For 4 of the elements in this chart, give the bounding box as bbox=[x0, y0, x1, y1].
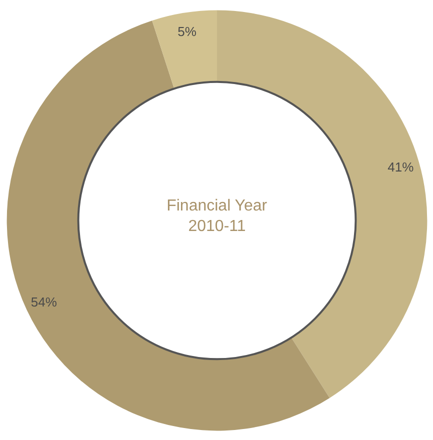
data-label: 5% bbox=[178, 24, 197, 40]
data-label: 54% bbox=[30, 294, 58, 310]
data-label: 41% bbox=[388, 160, 414, 175]
text: Financial Year 2010-11 bbox=[166, 198, 268, 235]
